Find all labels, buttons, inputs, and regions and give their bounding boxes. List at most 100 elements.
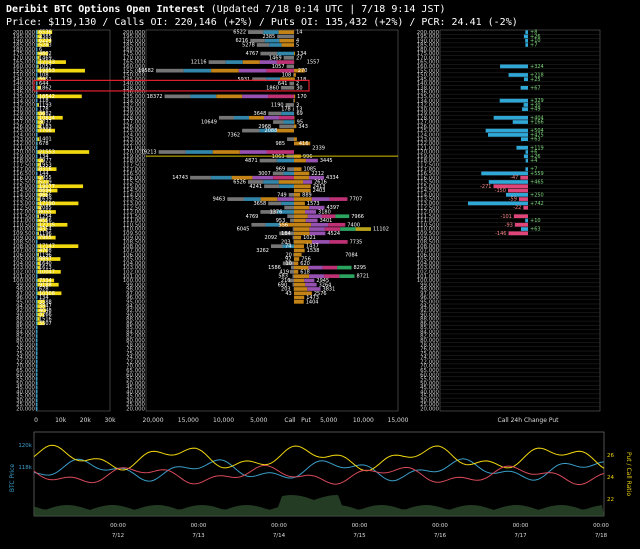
oi-put-bar <box>36 145 38 150</box>
call-stack-bar <box>278 30 294 34</box>
put-value-label: 3401 <box>320 218 333 224</box>
oi-call-bar <box>36 291 62 296</box>
history-x-tick-time: 00:00 <box>352 523 368 529</box>
oi-call-value: 2977 <box>39 158 52 164</box>
strike-label-right: 140,000 <box>417 81 440 87</box>
call-stack-bar <box>268 94 294 99</box>
call-stack-bar <box>292 107 294 112</box>
put-stack-bar <box>294 201 305 206</box>
call-stack-bar <box>259 128 277 133</box>
call-value-label: 4767 <box>246 51 259 57</box>
call-stack-bar <box>208 60 226 64</box>
put-stack-bar <box>309 175 325 180</box>
put-value-label: 343 <box>298 124 308 130</box>
call-stack-bar <box>279 124 294 129</box>
oi-call-bar <box>36 218 48 223</box>
call-stack-bar <box>248 180 264 184</box>
oi-call-value: 2085 <box>39 205 52 211</box>
call-stack-bar <box>238 68 267 73</box>
strike-label-mid: 40,000 <box>126 389 145 395</box>
strike-label-mid: 115,000 <box>123 184 146 190</box>
call-stack-bar <box>278 115 294 120</box>
call-value-label: 4769 <box>246 214 259 220</box>
strike-label-right: 94,000 <box>420 304 439 310</box>
oi-call-value: 1639 <box>39 197 52 203</box>
strike-label-left: 150,000 <box>13 73 36 79</box>
call-stack-bar <box>293 240 294 244</box>
put-x-tick: 10,000 <box>353 417 374 424</box>
strike-label-right: 113,500 <box>417 197 440 203</box>
put-stack-bar <box>294 141 311 146</box>
oi-call-value: 8055 <box>39 209 52 215</box>
put-stack-bar <box>294 77 295 82</box>
call-stack-bar <box>263 180 279 184</box>
call-stack-bar <box>278 180 294 184</box>
strike-label-right: 200,000 <box>417 30 440 36</box>
strike-label-left: 134,000 <box>13 98 36 104</box>
oi-call-value: 3037 <box>39 120 52 126</box>
strike-label-left: 111,500 <box>13 214 36 220</box>
oi-call-bar <box>36 111 46 116</box>
oi-put-bar <box>36 201 38 206</box>
oi-call-value: 6224 <box>39 38 52 44</box>
oi-put-bar <box>36 188 38 193</box>
put-value-label: 2339 <box>312 145 325 151</box>
put-stack-bar <box>294 244 304 249</box>
put-value-label: 27 <box>296 55 302 61</box>
strike-label-left: 200,000 <box>13 30 36 36</box>
strike-label-mid: 117,500 <box>123 162 146 168</box>
call-value-label: 14743 <box>172 175 188 181</box>
strike-label-right: 102,000 <box>417 270 440 276</box>
call-value-label: 4871 <box>245 158 258 164</box>
put-stack-bar <box>329 197 348 201</box>
history-right-tick: 24 <box>607 475 614 481</box>
strike-label-right: 118,000 <box>417 158 440 164</box>
change-pos-label: +67 <box>530 85 541 91</box>
oi-put-bar <box>36 334 38 338</box>
strike-label-left: 108,000 <box>13 244 36 250</box>
put-stack-bar <box>294 188 311 193</box>
strike-label-right: 90,000 <box>420 312 439 318</box>
oi-put-bar <box>36 120 38 124</box>
put-value-label: 996 <box>303 154 313 160</box>
put-stack-bar <box>294 73 296 77</box>
strike-label-mid: 116,000 <box>123 175 146 181</box>
put-value-label: 2 <box>296 81 299 87</box>
oi-put-bar <box>36 64 38 69</box>
strike-label-mid: 117,000 <box>123 167 146 173</box>
highlight-box <box>33 79 310 92</box>
change-pos-bar <box>508 73 528 77</box>
strike-label-mid: 60,000 <box>126 372 145 378</box>
call-stack-bar <box>185 150 213 154</box>
put-value-label: 95 <box>297 120 303 126</box>
strike-label-right: 112,000 <box>417 210 440 216</box>
strike-label-mid: 118,000 <box>123 158 146 164</box>
oi-call-value: 21553 <box>39 150 55 156</box>
chart-title: Deribit BTC Options Open Interest <box>6 4 205 15</box>
oi-put-bar <box>36 43 38 47</box>
change-pos-label: +250 <box>530 192 544 198</box>
put-stack-bar <box>355 227 371 231</box>
strike-label-right: 35,000 <box>420 394 439 400</box>
call-value-label: 3658 <box>253 201 266 207</box>
oi-call-bar <box>36 257 61 261</box>
oi-call-value: 4556 <box>39 218 52 224</box>
change-pos-label: +4 <box>530 158 537 164</box>
strike-label-mid: 170,000 <box>123 55 146 61</box>
oi-call-value: 18542 <box>39 94 55 100</box>
oi-call-value: 8694 <box>39 188 52 194</box>
put-stack-bar <box>304 278 315 283</box>
oi-put-bar <box>36 248 38 253</box>
change-neg-label: -22 <box>513 205 521 211</box>
call-stack-bar <box>252 77 267 82</box>
call-value-label: 178 <box>281 107 291 113</box>
call-value-label: 1190 <box>271 102 284 108</box>
oi-put-bar <box>36 197 38 201</box>
call-stack-bar <box>279 38 294 43</box>
change-pos-bar <box>488 133 528 137</box>
strike-label-mid: 115,500 <box>123 180 146 186</box>
strike-label-right: 99,000 <box>420 282 439 288</box>
strike-label-mid: 90,000 <box>126 312 145 318</box>
call-x-tick: 20,000 <box>143 417 164 424</box>
call-stack-bar <box>280 77 294 82</box>
